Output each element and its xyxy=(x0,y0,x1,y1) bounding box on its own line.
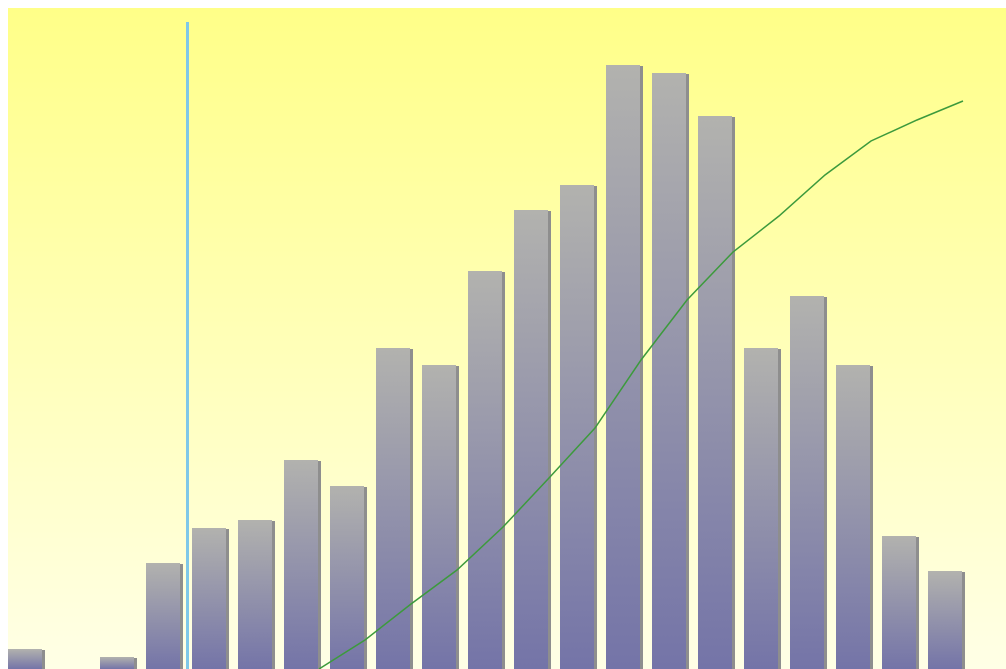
bar xyxy=(790,296,824,669)
bar-shadow xyxy=(732,117,735,669)
line-series xyxy=(318,100,964,669)
bar-shadow xyxy=(548,211,551,669)
bar xyxy=(100,657,134,669)
bar-group xyxy=(284,460,321,669)
bar-shadow xyxy=(824,297,827,669)
bar-group xyxy=(192,528,229,669)
bar xyxy=(928,571,962,669)
bar xyxy=(422,365,456,669)
bar-group xyxy=(376,348,413,669)
bar-group xyxy=(928,571,965,669)
bar-shadow xyxy=(134,658,137,669)
bar xyxy=(146,563,180,669)
bar xyxy=(330,486,364,669)
bar-group xyxy=(422,365,459,669)
bar-group xyxy=(100,657,137,669)
bar-shadow xyxy=(870,366,873,669)
bar-shadow xyxy=(318,461,321,669)
bar-group xyxy=(698,116,735,669)
bar xyxy=(8,649,42,669)
bar xyxy=(192,528,226,669)
bar-shadow xyxy=(180,564,183,669)
bar-group xyxy=(238,520,275,669)
bar xyxy=(284,460,318,669)
bar xyxy=(698,116,732,669)
bar-shadow xyxy=(42,650,45,669)
bar-shadow xyxy=(456,366,459,669)
bar xyxy=(238,520,272,669)
bar-group xyxy=(8,649,45,669)
bar-shadow xyxy=(502,272,505,669)
bar xyxy=(560,185,594,669)
bar-shadow xyxy=(364,487,367,669)
bar-shadow xyxy=(686,74,689,669)
bar-group xyxy=(606,65,643,669)
bar-shadow xyxy=(962,572,965,669)
bar xyxy=(744,348,778,669)
bars xyxy=(8,65,965,669)
bar-group xyxy=(882,536,919,669)
bar-shadow xyxy=(916,537,919,669)
bar xyxy=(376,348,410,669)
bar-group xyxy=(836,365,873,669)
bar-group xyxy=(468,271,505,669)
bar-group xyxy=(146,563,183,669)
bar-group xyxy=(652,73,689,669)
bar-group xyxy=(330,486,367,669)
bar-shadow xyxy=(778,349,781,669)
bar xyxy=(836,365,870,669)
bar-shadow xyxy=(640,66,643,669)
bar-group xyxy=(744,348,781,669)
bar-group xyxy=(514,210,551,669)
lines xyxy=(318,100,964,669)
bar xyxy=(468,271,502,669)
bar xyxy=(514,210,548,669)
bar-shadow xyxy=(226,529,229,669)
bar-shadow xyxy=(272,521,275,669)
bar xyxy=(882,536,916,669)
bar-shadow xyxy=(410,349,413,669)
bar xyxy=(606,65,640,669)
bar-group xyxy=(560,185,597,669)
bar-group xyxy=(790,296,827,669)
bar xyxy=(652,73,686,669)
